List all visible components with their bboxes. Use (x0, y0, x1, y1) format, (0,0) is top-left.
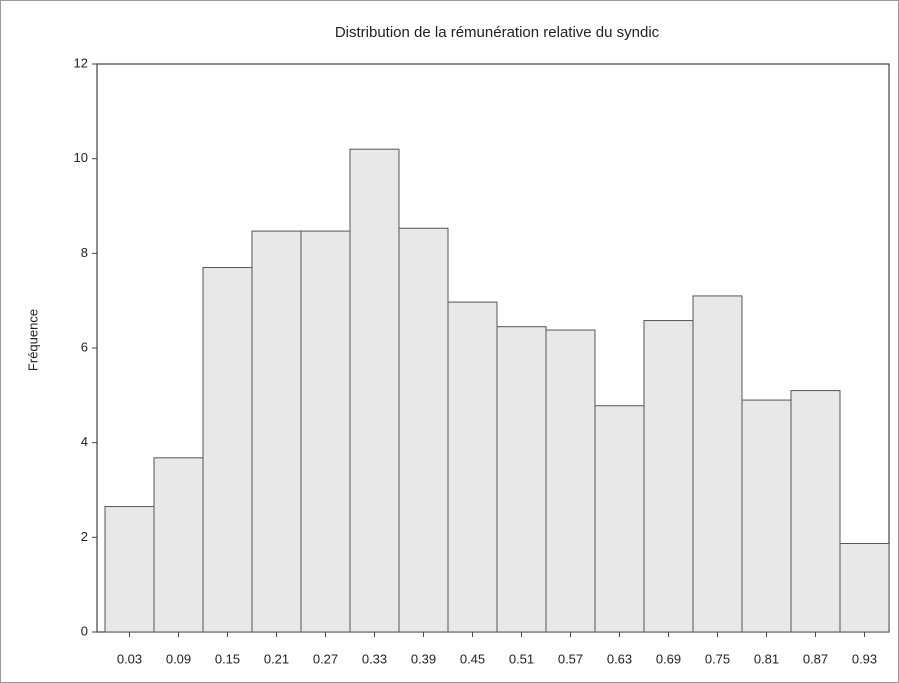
bar (447, 301, 498, 633)
x-tick-label: 0.93 (852, 651, 877, 666)
x-tick-label: 0.87 (803, 651, 828, 666)
bar (104, 506, 155, 633)
x-tick-label: 0.45 (460, 651, 485, 666)
bar (398, 227, 449, 633)
bar (741, 399, 792, 633)
y-tick-label: 4 (81, 434, 88, 449)
x-tick-label: 0.03 (117, 651, 142, 666)
bar (839, 542, 890, 633)
bar (545, 329, 596, 633)
y-tick-label: 0 (81, 623, 88, 638)
x-tick-label: 0.63 (607, 651, 632, 666)
bar (692, 295, 743, 633)
y-tick-label: 8 (81, 245, 88, 260)
x-tick-label: 0.27 (313, 651, 338, 666)
bar (251, 230, 302, 633)
x-tick-label: 0.15 (215, 651, 240, 666)
x-tick-label: 0.51 (509, 651, 534, 666)
x-tick-label: 0.75 (705, 651, 730, 666)
x-tick-label: 0.57 (558, 651, 583, 666)
bar (349, 148, 400, 633)
y-tick-label: 6 (81, 339, 88, 354)
bar (153, 457, 204, 633)
y-tick-label: 12 (74, 55, 88, 70)
x-tick-label: 0.33 (362, 651, 387, 666)
x-tick-label: 0.21 (264, 651, 289, 666)
x-tick-label: 0.81 (754, 651, 779, 666)
x-tick-label: 0.39 (411, 651, 436, 666)
y-tick-label: 10 (74, 150, 88, 165)
bar (202, 267, 253, 633)
y-axis-label: Fréquence (25, 309, 40, 371)
chart-title: Distribution de la rémunération relative… (335, 24, 660, 41)
x-tick-label: 0.09 (166, 651, 191, 666)
bar (300, 230, 351, 633)
x-tick-label: 0.69 (656, 651, 681, 666)
bar (594, 405, 645, 633)
bar (790, 390, 841, 633)
bar (643, 320, 694, 633)
bar (496, 326, 547, 633)
y-tick-label: 2 (81, 529, 88, 544)
